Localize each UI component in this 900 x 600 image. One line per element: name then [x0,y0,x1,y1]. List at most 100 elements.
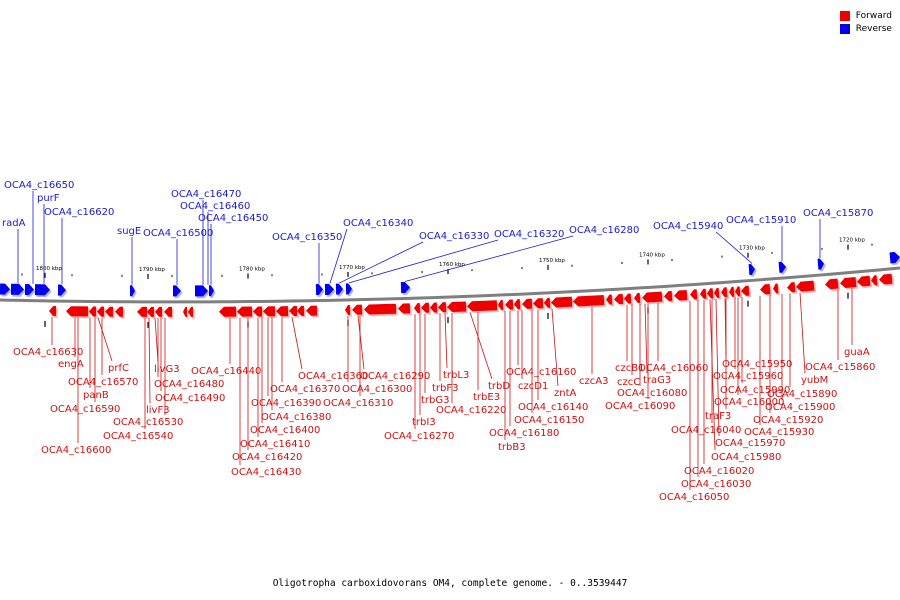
forward-gene [700,288,709,301]
gene-label: trbF3 [432,383,459,394]
gene-label: OCA4_c15970 [715,438,785,449]
gene-arrow [364,303,397,315]
reverse-gene [57,284,68,298]
leader-lines [17,191,853,490]
gene-label: OCA4_c16280 [569,225,639,236]
gene-label: OCA4_c16620 [44,207,114,218]
gene-label: OCA4_c16570 [68,377,138,388]
gene-label: OCA4_c15940 [653,221,723,232]
gene-arrow [115,306,124,317]
forward-gene [674,289,690,303]
gene-arrow [421,302,430,313]
gene-arrow [0,283,10,295]
gene-arrow [544,297,551,308]
gene-arrow [778,261,786,273]
gene-arrow [514,299,521,310]
forward-gene [253,306,264,319]
reverse-gene [194,285,210,299]
leader-line [338,241,424,284]
gene-arrow [879,273,893,285]
gene-arrow [634,292,641,304]
gene-label: panB [83,390,109,401]
forward-gene [787,282,798,294]
forward-gene [773,283,781,296]
forward-gene [690,289,700,302]
gene-label: OCA4_c16220 [436,405,506,416]
gene-label: OCA4_c16050 [659,492,729,503]
gene-arrow [237,306,253,317]
forward-gene [438,302,448,315]
forward-gene [421,302,431,315]
gene-label: OCA4_c16420 [232,452,302,463]
gene-label: OCA4_c16500 [143,228,213,239]
gene-arrow [289,305,298,316]
gene-label: OCA4_c16290 [360,371,430,382]
gene-label: OCA4_c16370 [270,384,340,395]
gene-arrow [707,288,714,299]
legend-item-reverse: Reverse [839,22,892,35]
gene-arrow [773,283,779,294]
forward-gene [505,299,515,312]
leader-line [357,315,365,370]
gene-label: trbG3 [421,395,450,406]
gene-label: OCA4_c16590 [50,404,120,415]
gene-label: sugE [117,226,141,237]
forward-gene [514,299,522,311]
reverse-gene [400,282,412,295]
forward-gene [97,306,106,319]
gene-arrow [129,285,135,297]
gene-arrow [49,306,57,317]
tick-label: 1720 kbp [839,238,865,244]
gene-arrow [345,304,351,315]
forward-gene [606,294,614,307]
gene-label: OCA4_c16080 [617,388,687,399]
tick-layer: 1800 kbp 1790 kbp 1780 kbp 1770 kbp 1760 kbp… [21,238,873,328]
reverse-gene [324,283,336,297]
gene-arrow [889,252,900,264]
gene-label: czcB1 [615,363,644,374]
gene-arrow [137,306,148,317]
gene-label: czcD1 [518,381,548,392]
forward-gene [634,292,642,305]
forward-gene [522,298,534,311]
forward-gene [155,306,164,319]
gene-arrow [208,285,214,297]
gene-arrow [741,285,750,296]
gene-label: OCA4_c16090 [605,401,675,412]
gene-arrow [147,306,155,317]
gene-arrow [306,305,318,316]
forward-gene [551,296,574,310]
forward-gene [105,306,115,319]
gene-arrow [335,283,343,295]
gene-arrow [533,298,544,309]
gene-label: OCA4_c15860 [805,362,875,373]
forward-gene [642,291,664,305]
forward-gene [664,290,675,303]
gene-arrow [573,294,605,307]
gene-label: OCA4_c15960 [713,371,783,382]
gene-label: OCA4_c16360 [298,371,368,382]
gene-label: trbI3 [412,417,436,428]
gene-label: OCA4_c16040 [671,425,741,436]
gene-label: OCA4_c16410 [240,439,310,450]
gene-arrow [796,280,815,292]
leader-line [469,312,493,380]
gene-label: czcA3 [579,376,608,387]
gene-label: OCA4_c16380 [261,412,331,423]
forward-gene [735,286,743,299]
gene-label: OCA4_c16450 [198,213,268,224]
gene-arrow [263,306,276,317]
legend-swatch-forward [839,10,850,21]
forward-gene [573,294,606,309]
gene-label: trbB3 [498,442,526,453]
gene-arrow [825,278,839,290]
forward-gene [237,306,254,319]
gene-arrow [505,299,514,310]
forward-gene [796,280,817,294]
forward-gene [825,278,841,291]
gene-arrow [760,284,771,295]
leader-line [799,292,806,374]
gene-arrow [614,293,624,305]
gene-label: OCA4_c16160 [506,367,576,378]
